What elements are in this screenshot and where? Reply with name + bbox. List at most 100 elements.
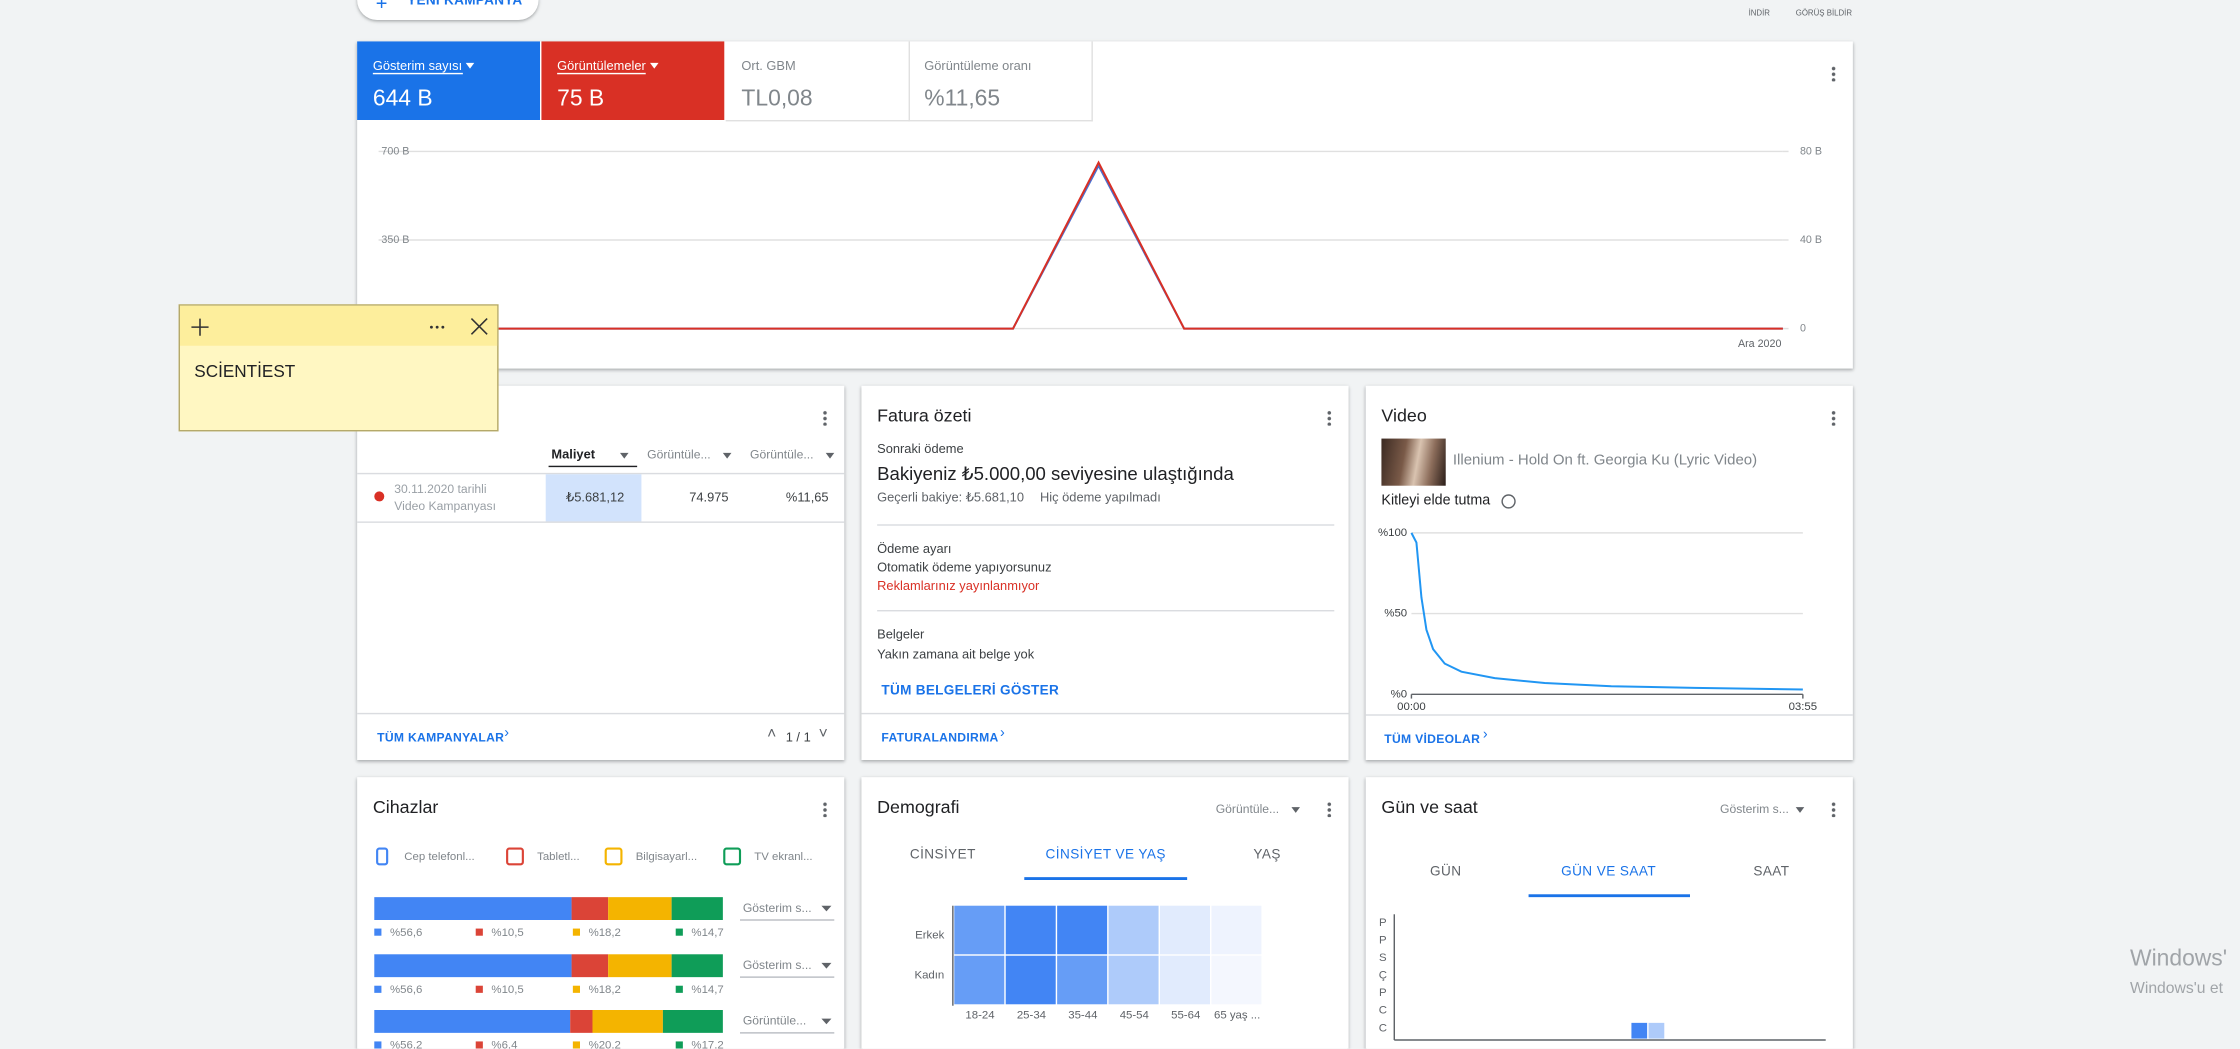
tab[interactable]: YAŞ — [1253, 847, 1281, 863]
metric-label[interactable]: Gösterim sayısı — [372, 58, 463, 75]
dropdown-arrow — [465, 62, 475, 69]
metric-tile[interactable]: Gösterim sayısı 644 B — [357, 41, 540, 120]
footer-link[interactable]: FATURALANDIRMA — [881, 729, 999, 745]
column-header[interactable]: Görüntüle... — [749, 447, 814, 462]
metric-tile[interactable]: Görüntüleme oranı %11,65 — [908, 41, 1093, 122]
metric-dropdown[interactable]: Görüntüle... — [1215, 801, 1280, 816]
menu-icon[interactable] — [1327, 409, 1332, 426]
metric-dropdown: Gösterim s... — [743, 901, 812, 915]
documents-link[interactable]: TÜM BELGELERİ GÖSTER — [881, 682, 1060, 699]
watermark: Windows' — [2129, 947, 2228, 972]
tab[interactable]: SAAT — [1753, 864, 1790, 880]
value-label-swatch — [475, 985, 483, 993]
menu-icon[interactable] — [822, 801, 828, 818]
column-label: 35-44 — [1068, 1010, 1098, 1022]
feedback-label[interactable]: GÖRÜŞ BİLDİR — [1795, 9, 1853, 19]
row-label: Kadın — [914, 970, 944, 982]
status-icon — [374, 491, 385, 502]
footer-link[interactable]: TÜM VİDEOLAR — [1384, 731, 1481, 746]
day-label: P — [1379, 934, 1387, 946]
heatmap-cell — [1159, 955, 1210, 1005]
tab-indicator — [1528, 894, 1690, 898]
menu-icon[interactable] — [1831, 801, 1836, 818]
menu-icon[interactable] — [1831, 65, 1836, 82]
bar-segment — [374, 954, 572, 978]
menu-icon[interactable] — [822, 409, 828, 426]
campaign-name[interactable]: 30.11.2020 tarihli Video Kampanyası — [394, 481, 497, 513]
value-label-swatch — [374, 1041, 382, 1049]
card-title: Video — [1381, 405, 1427, 426]
pager: 1 / 1 — [785, 729, 811, 745]
dropdown-arrow — [821, 962, 832, 969]
legend-icon — [604, 847, 623, 866]
metric-dropdown: Gösterim s... — [743, 958, 812, 972]
legend-label: TV ekranl... — [754, 851, 812, 863]
bar-segment — [374, 897, 572, 920]
bar-segment — [570, 1009, 593, 1033]
path — [470, 318, 488, 335]
tab-active[interactable]: GÜN VE SAAT — [1561, 864, 1657, 880]
day-label: P — [1379, 917, 1387, 929]
cell: %11,65 — [785, 489, 829, 505]
cost-cell — [545, 474, 642, 522]
bar-segment — [671, 954, 723, 978]
value-label: %10,5 — [491, 927, 523, 939]
new-campaign-label[interactable]: YENİ KAMPANYA — [407, 0, 523, 9]
thumbnail[interactable] — [1381, 438, 1446, 486]
metric-tile[interactable]: Ort. GBM TL0,08 — [725, 41, 910, 122]
tab-active[interactable]: CİNSİYET VE YAŞ — [1045, 847, 1166, 863]
bar-segment — [592, 1009, 663, 1033]
value-label: %14,7 — [691, 927, 723, 939]
x-tick-label: Ara 2020 — [1738, 338, 1781, 350]
column-header[interactable]: Maliyet — [551, 447, 596, 462]
value-label-swatch — [475, 1041, 483, 1049]
divider — [877, 609, 1335, 612]
footer-link[interactable]: TÜM KAMPANYALAR — [377, 729, 505, 745]
bar-segment — [671, 897, 723, 920]
footer-divider — [357, 712, 845, 715]
pager-prev[interactable]: ˄ — [767, 725, 777, 743]
legend-label: Bilgisayarl... — [636, 851, 698, 863]
menu-icon[interactable] — [1831, 409, 1836, 426]
pager-next[interactable]: ˅ — [818, 725, 828, 743]
legend-icon — [723, 847, 742, 866]
dropdown-arrow — [649, 62, 659, 69]
help-icon[interactable] — [1501, 494, 1516, 509]
y2-tick-label: 40 B — [1800, 234, 1822, 246]
heatmap-cell — [1005, 955, 1056, 1005]
column-header[interactable]: Görüntüle... — [647, 447, 711, 462]
metric-tile[interactable]: Görüntülemeler 75 B — [541, 41, 725, 120]
divider — [877, 524, 1335, 526]
heatmap-cell — [1159, 905, 1210, 955]
bar-segment — [571, 897, 609, 920]
note-icons[interactable] — [180, 306, 497, 346]
cell: 74.975 — [689, 489, 729, 505]
video-title[interactable]: Illenium - Hold On ft. Georgia Ku (Lyric… — [1452, 451, 1758, 469]
value-label: %56,2 — [390, 1040, 422, 1049]
watermark: Windows'u et — [2129, 979, 2223, 998]
new-campaign-button[interactable] — [357, 0, 539, 20]
y-tick-label: 350 B — [381, 234, 409, 246]
sticky-note[interactable]: SCİENTİEST — [178, 304, 499, 432]
metric-dropdown[interactable]: Gösterim s... — [1719, 801, 1789, 816]
heatmap-cell — [1211, 905, 1262, 955]
circle — [441, 325, 445, 329]
tab[interactable]: CİNSİYET — [909, 847, 976, 863]
current-balance: Geçerli bakiye: ₺5.681,10 — [877, 489, 1024, 505]
y-tick-label: %100 — [1378, 527, 1407, 539]
row-divider — [357, 521, 845, 523]
download-label[interactable]: İNDİR — [1748, 9, 1770, 19]
menu-icon[interactable] — [1327, 801, 1332, 818]
metric-label[interactable]: Görüntülemeler — [557, 58, 646, 75]
y2-tick-label: 80 B — [1800, 145, 1822, 157]
series-line — [414, 160, 1783, 330]
chevron: › — [999, 725, 1005, 742]
value-label-swatch — [675, 1041, 683, 1049]
circle — [429, 325, 433, 329]
value-label: %56,6 — [390, 927, 422, 939]
metric-value: 644 B — [372, 87, 433, 112]
note-text[interactable]: SCİENTİEST — [194, 361, 296, 382]
tab[interactable]: GÜN — [1429, 864, 1462, 880]
y-tick-label: 700 B — [381, 145, 409, 157]
